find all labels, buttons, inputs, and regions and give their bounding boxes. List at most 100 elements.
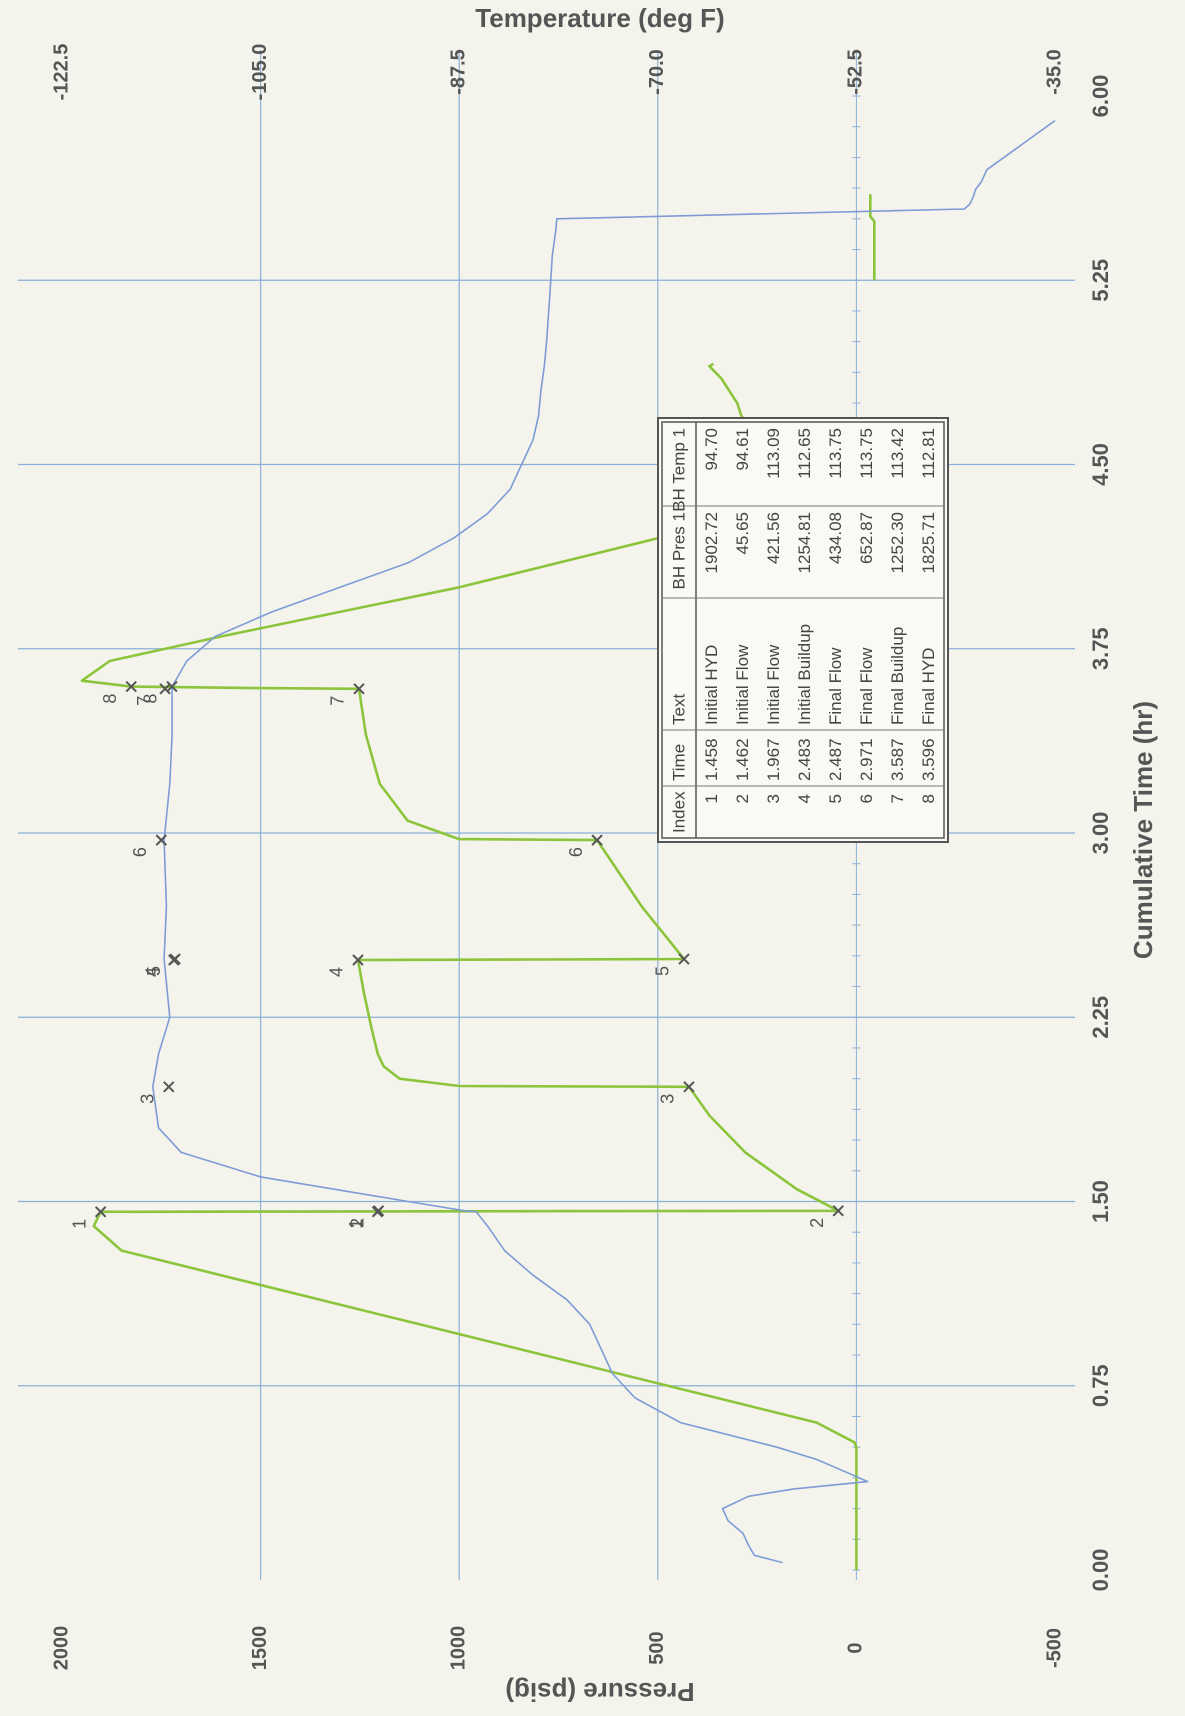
event-table: Index Time Text BH Pres 1BH Temp 1 1 1.458 Ini… [657,417,949,843]
time-tick-label: 4.50 [1088,443,1113,486]
pressure-tick-label: 1000 [447,1626,469,1671]
time-tick-label: 6.00 [1088,75,1113,118]
pressure-marker-x [125,680,137,693]
temperature-tick-label: -70.0 [646,49,668,95]
marker-label: 4 [327,967,347,977]
table-header-cell: BH Temp 1 [669,428,688,512]
table-cell: Initial Flow [764,644,783,725]
time-tick-label: 0.75 [1088,1364,1113,1407]
temperature-tick-label: -87.5 [447,49,469,95]
pressure-tick-label: -500 [1043,1628,1065,1668]
table-cell: 112.81 [919,428,938,479]
table-cell: 4 [795,794,814,803]
marker-6: 66 [130,834,603,857]
table-cell: 112.65 [795,428,814,479]
temperature-line [152,119,1056,1564]
marker-2: 22 [347,1205,844,1228]
marker-label: 3 [658,1094,678,1104]
temperature-marker-x [155,834,168,846]
table-cell: 2.487 [826,738,845,781]
marker-label: 7 [134,696,154,706]
event-table-body: Index Time Text BH Pres 1BH Temp 1 1 1.458 Ini… [657,417,949,843]
time-tick-label: 5.25 [1088,259,1113,302]
marker-label: 4 [143,967,163,977]
time-tick-label: 2.25 [1088,996,1113,1039]
marker-label: 8 [141,694,161,704]
table-cell: 1.967 [764,738,783,781]
marker-label: 8 [100,694,120,704]
marker-label: 7 [328,696,348,706]
marker-5: 55 [144,953,690,976]
marker-7: 77 [134,683,365,706]
axis-titles: Cumulative Time (hr) Pressure (psig) Tempe… [475,3,1158,1707]
table-cell: 94.70 [702,428,721,471]
temperature-marker-x [169,953,181,965]
table-cell: Final HYD [919,648,938,725]
table-header-cell: Time [669,744,688,781]
temperature-tick-label: -35.0 [1043,49,1065,95]
temperature-tick-label: -122.5 [50,44,72,101]
table-cell: 421.56 [764,512,783,564]
table-cell: Initial Flow [733,644,752,725]
table-cell: 1254.81 [795,512,814,573]
marker-label: 2 [347,1218,367,1228]
marker-3: 33 [138,1081,695,1104]
temperature-marker-x [372,1205,385,1217]
table-cell: 2 [733,794,752,803]
table-cell: Initial HYD [702,645,721,725]
pressure-tick-label: 2000 [50,1626,72,1671]
table-header-cell: Index [669,791,688,833]
marker-label: 6 [130,847,150,857]
pressure-marker-x [832,1205,844,1217]
table-cell: 3.596 [919,738,938,781]
time-tick-label: 1.50 [1088,1180,1113,1223]
table-border-outer [657,417,949,843]
temperature-marker-x [166,680,178,693]
table-cell: 1.458 [702,738,721,781]
table-header-cell: BH Pres 1 [669,512,688,589]
table-cell: 1 [702,794,721,803]
table-border-inner [661,421,945,839]
y-axis-title: Pressure (psig) [505,1677,694,1707]
y2-axis-title: Temperature (deg F) [475,3,724,33]
table-cell: 113.75 [826,428,845,479]
temperature-marker-x [163,1081,175,1093]
table-cell: Initial Buildup [795,624,814,725]
table-cell: 45.65 [733,512,752,555]
marker-label: 1 [69,1219,89,1229]
table-cell: 3.587 [888,738,907,781]
marker-label: 5 [653,966,673,976]
temperature-tick-label: -105.0 [249,44,271,101]
table-cell: 2.971 [857,738,876,781]
pressure-marker-x [591,834,603,846]
table-cell: 3 [764,794,783,803]
table-cell: 6 [857,794,876,803]
time-tick-label: 3.00 [1088,812,1113,855]
table-cell: Final Buildup [888,627,907,725]
table-cell: 94.61 [733,428,752,471]
table-cell: 113.75 [857,428,876,479]
grid-lines [18,50,1075,1580]
table-cell: Final Flow [826,647,845,725]
pressure-marker-x [683,1081,695,1093]
pressure-marker-x [353,683,365,695]
pressure-tick-label: 0 [845,1642,867,1653]
marker-label: 5 [144,966,164,976]
table-cell: 7 [888,794,907,803]
table-cell: 5 [826,794,845,803]
pressure-tick-label: 500 [646,1631,668,1664]
pressure-marker-x [352,954,364,966]
table-cell: 113.09 [764,428,783,479]
x-axis-title: Cumulative Time (hr) [1128,701,1158,959]
time-tick-label: 3.75 [1088,627,1113,670]
pressure-tick-label: 1500 [249,1626,271,1671]
temperature-tick-label: -52.5 [845,49,867,95]
tick-labels: 0.00 0.75 1.50 2.25 3.00 3.75 4.50 5.25 6.00 -500… [50,44,1113,1671]
pressure-marker-x [94,1206,107,1218]
table-cell: 1902.72 [702,512,721,573]
table-cell: 1825.71 [919,512,938,573]
data-series [80,119,1056,1570]
